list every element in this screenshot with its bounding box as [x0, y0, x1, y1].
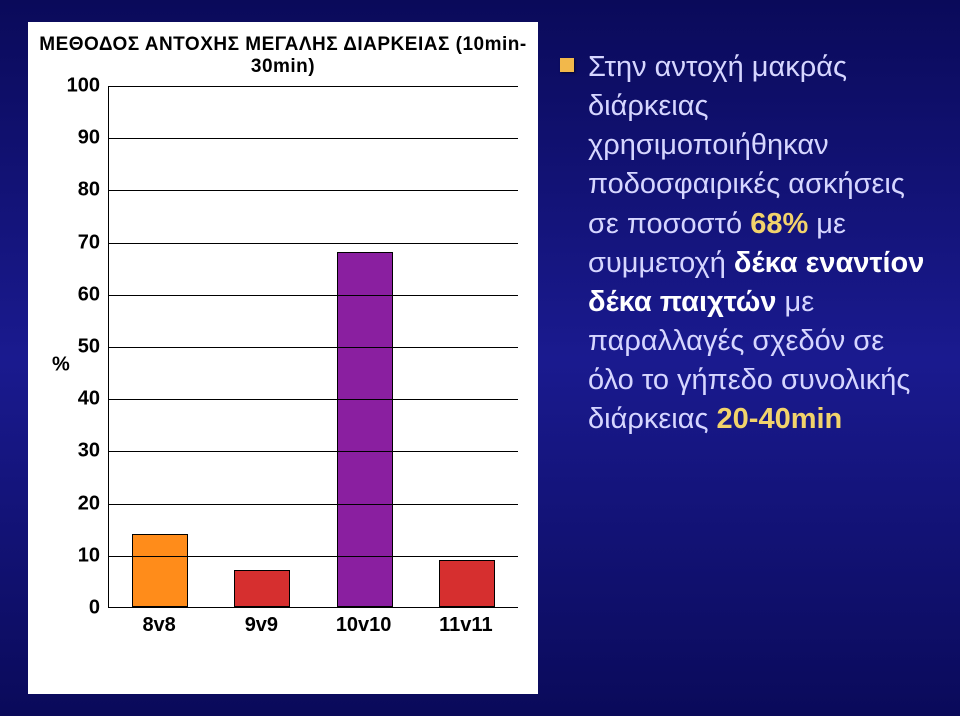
highlight-percent: 68% [750, 208, 808, 240]
x-tick-label: 8v8 [142, 614, 175, 637]
grid-line [109, 138, 518, 139]
y-tick-label: 70 [66, 231, 100, 254]
grid-line [109, 399, 518, 400]
x-tick-label: 10v10 [336, 614, 392, 637]
grid-line [109, 451, 518, 452]
y-tick-label: 40 [66, 388, 100, 411]
bar [234, 570, 290, 607]
y-tick-label: 20 [66, 492, 100, 515]
grid-line [109, 190, 518, 191]
y-tick-label: 60 [66, 283, 100, 306]
y-tick-label: 50 [66, 336, 100, 359]
bar [337, 252, 393, 607]
text-seg-1: Στην αντοχή μακράς διάρκειας χρησιμοποιή… [588, 51, 905, 240]
chart-panel: ΜΕΘΟΔΟΣ ΑΝΤΟΧΗΣ ΜΕΓΑΛΗΣ ΔΙΑΡΚΕΙΑΣ (10min… [28, 22, 538, 694]
bar [132, 534, 188, 607]
y-ticks: 0102030405060708090100 [70, 86, 104, 644]
x-tick-label: 11v11 [439, 614, 492, 637]
bullet-row: Στην αντοχή μακράς διάρκειας χρησιμοποιή… [560, 48, 936, 439]
y-tick-label: 100 [66, 75, 100, 98]
square-bullet-icon [560, 58, 574, 72]
bar [439, 560, 495, 607]
y-tick-label: 80 [66, 179, 100, 202]
plot-area [108, 86, 518, 608]
grid-line [109, 243, 518, 244]
grid-line [109, 504, 518, 505]
y-tick-label: 0 [66, 597, 100, 620]
paragraph: Στην αντοχή μακράς διάρκειας χρησιμοποιή… [588, 48, 936, 439]
x-tick-label: 9v9 [245, 614, 278, 637]
grid-line [109, 556, 518, 557]
highlight-duration: 20-40min [717, 403, 843, 435]
plot-wrap: % 0102030405060708090100 8v89v910v1011v1… [52, 86, 518, 644]
grid-line [109, 86, 518, 87]
y-tick-label: 90 [66, 127, 100, 150]
y-tick-label: 10 [66, 544, 100, 567]
x-ticks: 8v8 9v9 10v10 11v11 [108, 608, 518, 644]
chart-title: ΜΕΘΟΔΟΣ ΑΝΤΟΧΗΣ ΜΕΓΑΛΗΣ ΔΙΑΡΚΕΙΑΣ (10min… [28, 34, 538, 78]
grid-line [109, 295, 518, 296]
y-tick-label: 30 [66, 440, 100, 463]
text-panel: Στην αντοχή μακράς διάρκειας χρησιμοποιή… [560, 48, 936, 439]
grid-line [109, 347, 518, 348]
slide: ΜΕΘΟΔΟΣ ΑΝΤΟΧΗΣ ΜΕΓΑΛΗΣ ΔΙΑΡΚΕΙΑΣ (10min… [0, 0, 960, 716]
